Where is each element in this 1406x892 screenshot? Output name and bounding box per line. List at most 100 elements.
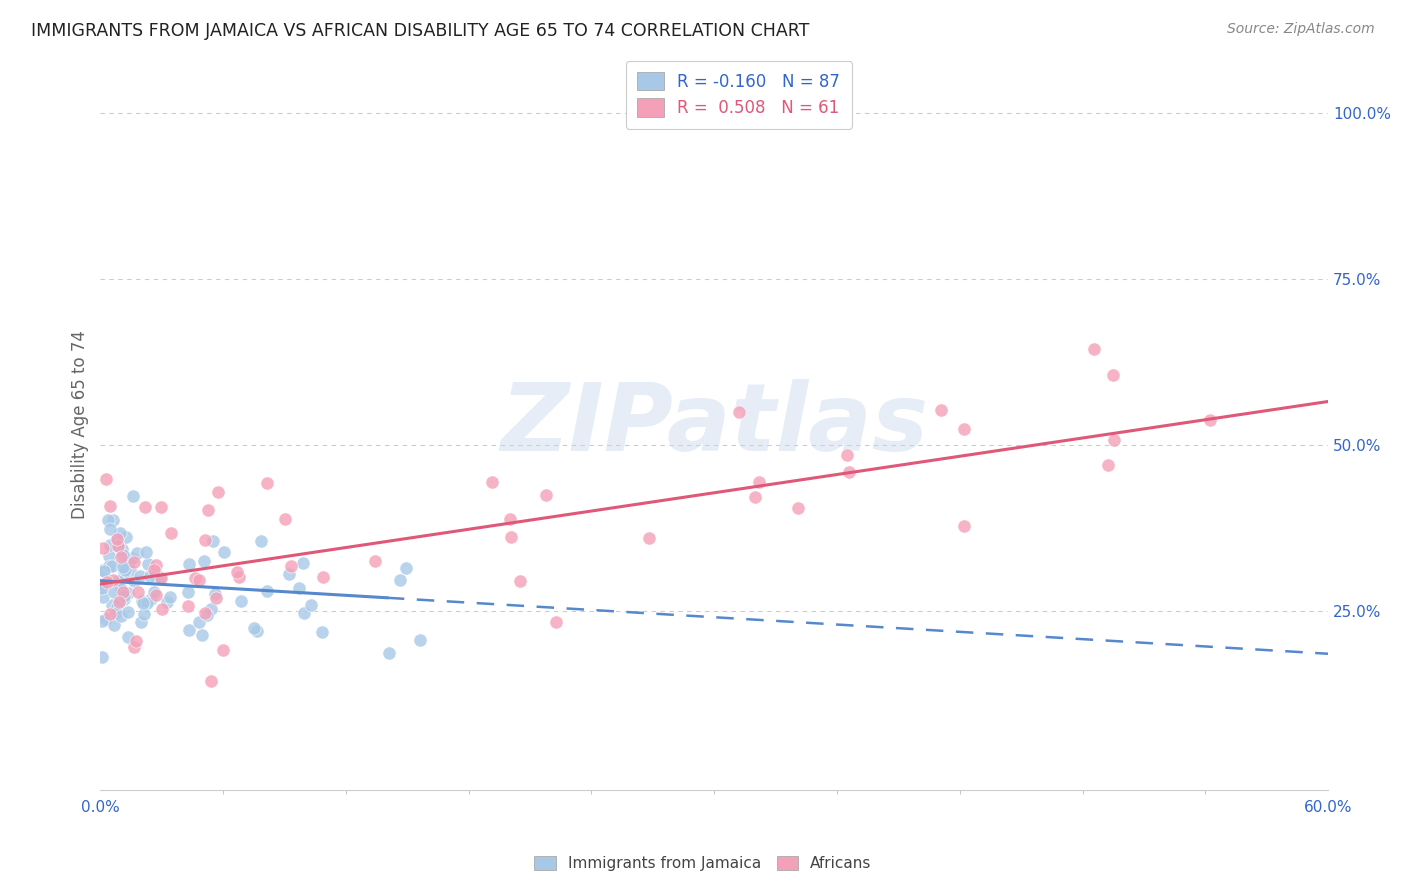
Point — [1097, 458, 1119, 472]
Point — [150, 500, 173, 514]
Point — [101, 559, 124, 574]
Point — [201, 533, 224, 548]
Point — [98, 549, 121, 563]
Point — [101, 513, 124, 527]
Point — [101, 573, 124, 587]
Point — [117, 605, 139, 619]
Point — [176, 584, 198, 599]
Point — [145, 569, 167, 583]
Point — [292, 606, 315, 620]
Point — [139, 569, 162, 583]
Point — [105, 532, 128, 546]
Point — [103, 618, 125, 632]
Point — [536, 488, 558, 502]
Text: Source: ZipAtlas.com: Source: ZipAtlas.com — [1227, 22, 1375, 37]
Point — [207, 485, 229, 500]
Point — [136, 558, 159, 572]
Point — [127, 546, 149, 560]
Point — [118, 563, 141, 577]
Y-axis label: Disability Age 65 to 74: Disability Age 65 to 74 — [72, 330, 89, 519]
Point — [122, 555, 145, 569]
Point — [188, 574, 211, 588]
Point — [243, 622, 266, 636]
Point — [125, 633, 148, 648]
Point — [274, 512, 297, 526]
Point — [953, 518, 976, 533]
Point — [117, 631, 139, 645]
Point — [211, 642, 233, 657]
Point — [509, 574, 531, 588]
Point — [929, 403, 952, 417]
Point — [131, 593, 153, 607]
Point — [91, 614, 114, 628]
Point — [228, 569, 250, 583]
Point — [107, 539, 129, 553]
Point — [177, 557, 200, 571]
Point — [187, 615, 209, 629]
Point — [1102, 368, 1125, 383]
Point — [193, 554, 215, 568]
Point — [1083, 342, 1105, 356]
Point — [256, 475, 278, 490]
Point — [128, 569, 150, 583]
Legend: R = -0.160   N = 87, R =  0.508   N = 61: R = -0.160 N = 87, R = 0.508 N = 61 — [626, 61, 852, 128]
Point — [288, 582, 311, 596]
Point — [364, 554, 387, 568]
Point — [191, 628, 214, 642]
Point — [143, 585, 166, 599]
Point — [122, 574, 145, 588]
Point — [105, 599, 128, 614]
Point — [546, 615, 568, 629]
Point — [311, 625, 333, 640]
Point — [98, 607, 121, 621]
Point — [194, 533, 217, 547]
Point — [91, 650, 114, 665]
Point — [184, 571, 207, 585]
Point — [112, 591, 135, 606]
Point — [229, 594, 252, 608]
Point — [292, 556, 315, 570]
Point — [98, 537, 121, 551]
Point — [127, 585, 149, 599]
Point — [481, 475, 503, 489]
Point — [200, 601, 222, 615]
Point — [108, 526, 131, 541]
Point — [91, 577, 114, 591]
Point — [388, 573, 411, 587]
Point — [141, 591, 163, 606]
Point — [105, 532, 128, 546]
Point — [299, 599, 322, 613]
Point — [110, 550, 132, 565]
Point — [94, 611, 117, 625]
Point — [226, 565, 249, 579]
Point — [312, 570, 335, 584]
Point — [111, 585, 134, 599]
Point — [835, 448, 858, 462]
Text: IMMIGRANTS FROM JAMAICA VS AFRICAN DISABILITY AGE 65 TO 74 CORRELATION CHART: IMMIGRANTS FROM JAMAICA VS AFRICAN DISAB… — [31, 22, 810, 40]
Legend: Immigrants from Jamaica, Africans: Immigrants from Jamaica, Africans — [529, 849, 877, 877]
Point — [278, 567, 301, 582]
Point — [145, 588, 167, 602]
Point — [134, 500, 156, 515]
Point — [107, 539, 129, 553]
Point — [112, 566, 135, 581]
Point — [107, 574, 129, 588]
Point — [1199, 413, 1222, 427]
Point — [96, 574, 118, 589]
Point — [97, 513, 120, 527]
Point — [114, 563, 136, 577]
Point — [256, 583, 278, 598]
Point — [395, 560, 418, 574]
Point — [197, 503, 219, 517]
Point — [121, 551, 143, 566]
Point — [103, 584, 125, 599]
Point — [838, 465, 860, 479]
Point — [499, 530, 522, 544]
Point — [195, 607, 218, 622]
Point — [150, 571, 173, 585]
Point — [96, 472, 118, 486]
Point — [98, 522, 121, 536]
Point — [952, 422, 974, 436]
Point — [204, 591, 226, 606]
Point — [91, 541, 114, 556]
